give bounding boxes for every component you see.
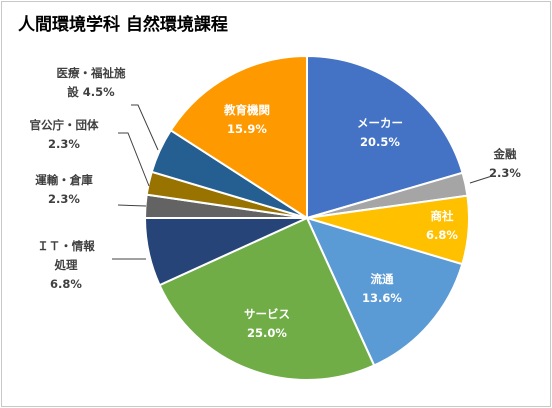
data-label-value-7: 2.3%	[48, 137, 80, 151]
pie-slice-3	[305, 216, 464, 367]
data-label-name-8: 医療・福祉施	[57, 66, 126, 80]
data-label-name-6: 運輸・倉庫	[35, 173, 93, 187]
leader-line-1	[469, 175, 493, 184]
data-label-value-6: 2.3%	[48, 192, 80, 206]
chart-title: 人間環境学科 自然環境課程	[18, 15, 228, 35]
data-label-name-2: 商社	[431, 209, 454, 223]
data-label-name-1: 金融	[493, 147, 517, 161]
pie-slice-4	[158, 216, 376, 381]
leader-line-8	[131, 104, 159, 151]
data-label-value-4: 25.0%	[247, 326, 287, 340]
data-label-name-0: メーカー	[357, 116, 403, 130]
data-label-name-9: 教育機関	[223, 103, 270, 117]
leader-line-6	[117, 204, 147, 207]
leader-line-7	[118, 132, 150, 187]
data-label-value-0: 20.5%	[360, 135, 400, 149]
data-label-value-5: 6.8%	[50, 277, 82, 291]
data-label-name-7: 官公庁・団体	[30, 118, 99, 132]
pie-slice-0	[306, 54, 464, 220]
data-label-name-3: 流通	[371, 272, 394, 286]
data-label-name-5: ＩＴ・情報	[37, 239, 95, 253]
data-label-name-5: 処理	[54, 258, 78, 272]
data-label-value-9: 15.9%	[227, 122, 267, 136]
data-label-name-4: サービス	[244, 307, 290, 321]
data-label-value-1: 2.3%	[489, 166, 521, 180]
data-label-value-3: 13.6%	[362, 291, 402, 305]
data-label-value-2: 6.8%	[426, 228, 458, 242]
pie-slice-9	[169, 54, 308, 220]
data-label-name-8: 設 4.5%	[67, 85, 115, 99]
